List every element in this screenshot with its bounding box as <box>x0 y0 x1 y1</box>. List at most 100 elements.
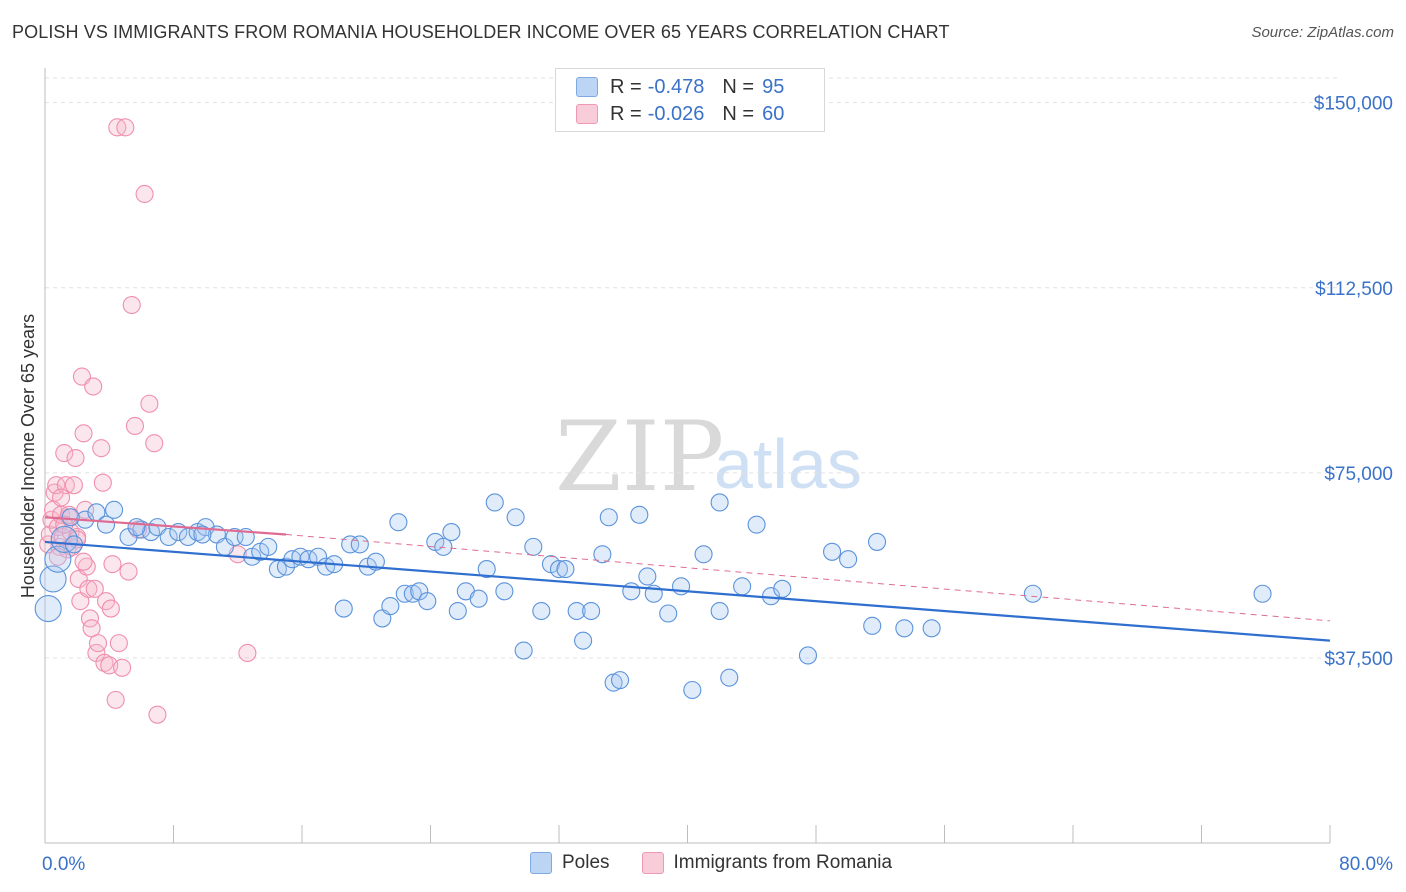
poles-point <box>567 601 586 621</box>
romania-point <box>92 439 111 458</box>
romania-point <box>113 658 132 677</box>
poles-point <box>683 680 702 700</box>
poles-point <box>622 582 641 601</box>
y-tick-label: $37,500 <box>1324 649 1393 670</box>
legend-label-poles: Poles <box>562 852 610 873</box>
romania-point <box>103 555 122 574</box>
poles-point <box>276 557 295 576</box>
romania-point <box>85 579 104 598</box>
poles-point <box>839 550 858 569</box>
legend-row-romania: R = -0.026 N = 60 <box>576 102 784 126</box>
romania-point <box>74 424 93 443</box>
legend-item-poles[interactable]: Poles <box>530 852 610 874</box>
poles-point <box>434 537 453 556</box>
poles-point <box>582 601 601 621</box>
poles-point <box>61 508 80 527</box>
poles-point <box>514 641 533 660</box>
romania-trend-line <box>44 516 287 536</box>
poles-point <box>720 668 739 687</box>
y-axis-label: Householder Income Over 65 years <box>18 314 38 598</box>
source-credit: Source: ZipAtlas.com <box>1251 24 1394 41</box>
romania-point <box>52 488 71 507</box>
tick-labels: $37,500 $75,000 $112,500 $150,000 0.0% 80.0% <box>42 94 1393 875</box>
poles-point <box>733 577 752 596</box>
poles-point <box>418 592 437 611</box>
poles-point <box>389 513 408 532</box>
watermark: ZIP atlas <box>555 401 862 513</box>
romania-point <box>93 473 112 492</box>
poles-point <box>50 525 78 554</box>
poles-point <box>895 619 914 638</box>
legend-r-value: -0.026 <box>647 102 705 125</box>
poles-point <box>867 532 887 551</box>
poles-point <box>659 604 678 623</box>
poles-point <box>610 671 630 690</box>
poles-point <box>593 545 612 564</box>
y-tick-label: $75,000 <box>1324 464 1393 485</box>
romania-point <box>116 118 135 137</box>
poles-point <box>863 616 882 635</box>
poles-point <box>823 542 842 561</box>
romania-point <box>125 416 144 436</box>
legend-swatch-romania <box>576 104 598 124</box>
legend-r-label: R = <box>610 102 642 125</box>
poles-point <box>477 560 496 579</box>
series-legend: Poles Immigrants from Romania <box>530 852 924 874</box>
romania-point <box>95 653 114 672</box>
poles-point <box>506 508 525 527</box>
romania-trend-extension <box>285 534 1331 622</box>
romania-point <box>55 515 74 534</box>
legend-swatch-poles <box>530 852 552 874</box>
romania-point <box>77 557 96 576</box>
legend-item-romania[interactable]: Immigrants from Romania <box>641 852 893 874</box>
poles-point <box>574 631 593 650</box>
axes <box>44 68 1331 844</box>
poles-point <box>350 535 369 554</box>
poles-point <box>105 500 124 519</box>
poles-point <box>448 601 467 621</box>
poles-point <box>1023 584 1042 603</box>
legend-row-poles: R = -0.478 N = 95 <box>576 75 784 99</box>
poles-point <box>747 515 766 534</box>
watermark-zip: ZIP <box>555 401 724 513</box>
romania-point <box>135 184 154 204</box>
romania-point <box>88 634 108 653</box>
legend-swatch-romania <box>641 852 664 874</box>
legend-n-label: N = <box>722 102 755 125</box>
romania-point <box>109 634 128 653</box>
poles-point <box>442 523 461 542</box>
series-poles <box>34 493 1272 700</box>
x-tick-label: 0.0% <box>42 854 85 875</box>
poles-trend-line <box>44 540 1331 642</box>
romania-point <box>79 579 98 598</box>
poles-point <box>694 545 713 564</box>
y-tick-label: $112,500 <box>1315 279 1393 300</box>
poles-point <box>532 601 551 621</box>
poles-point <box>710 493 729 512</box>
legend-swatch-poles <box>576 77 598 97</box>
romania-point <box>106 690 125 709</box>
legend-label-romania: Immigrants from Romania <box>673 852 893 873</box>
poles-point <box>159 527 178 547</box>
romania-point <box>145 434 164 453</box>
legend-n-value: 95 <box>762 75 785 98</box>
stats-legend: R = -0.478 N = 95 R = -0.026 N = 60 <box>555 68 825 132</box>
series-romania <box>39 118 257 724</box>
romania-point <box>238 643 257 663</box>
poles-point <box>549 560 569 579</box>
poles-point <box>34 595 62 623</box>
romania-point <box>101 599 120 618</box>
watermark-atlas: atlas <box>714 425 862 503</box>
poles-point <box>96 515 116 534</box>
romania-point <box>66 448 85 468</box>
poles-point <box>524 537 543 556</box>
poles-point <box>798 646 818 665</box>
x-tick-label: 80.0% <box>1339 854 1393 875</box>
poles-point <box>599 508 618 527</box>
legend-r-value: -0.478 <box>647 75 705 98</box>
poles-point <box>485 493 504 512</box>
poles-point <box>193 525 212 544</box>
poles-point <box>710 601 729 621</box>
trend-lines <box>44 516 1331 642</box>
